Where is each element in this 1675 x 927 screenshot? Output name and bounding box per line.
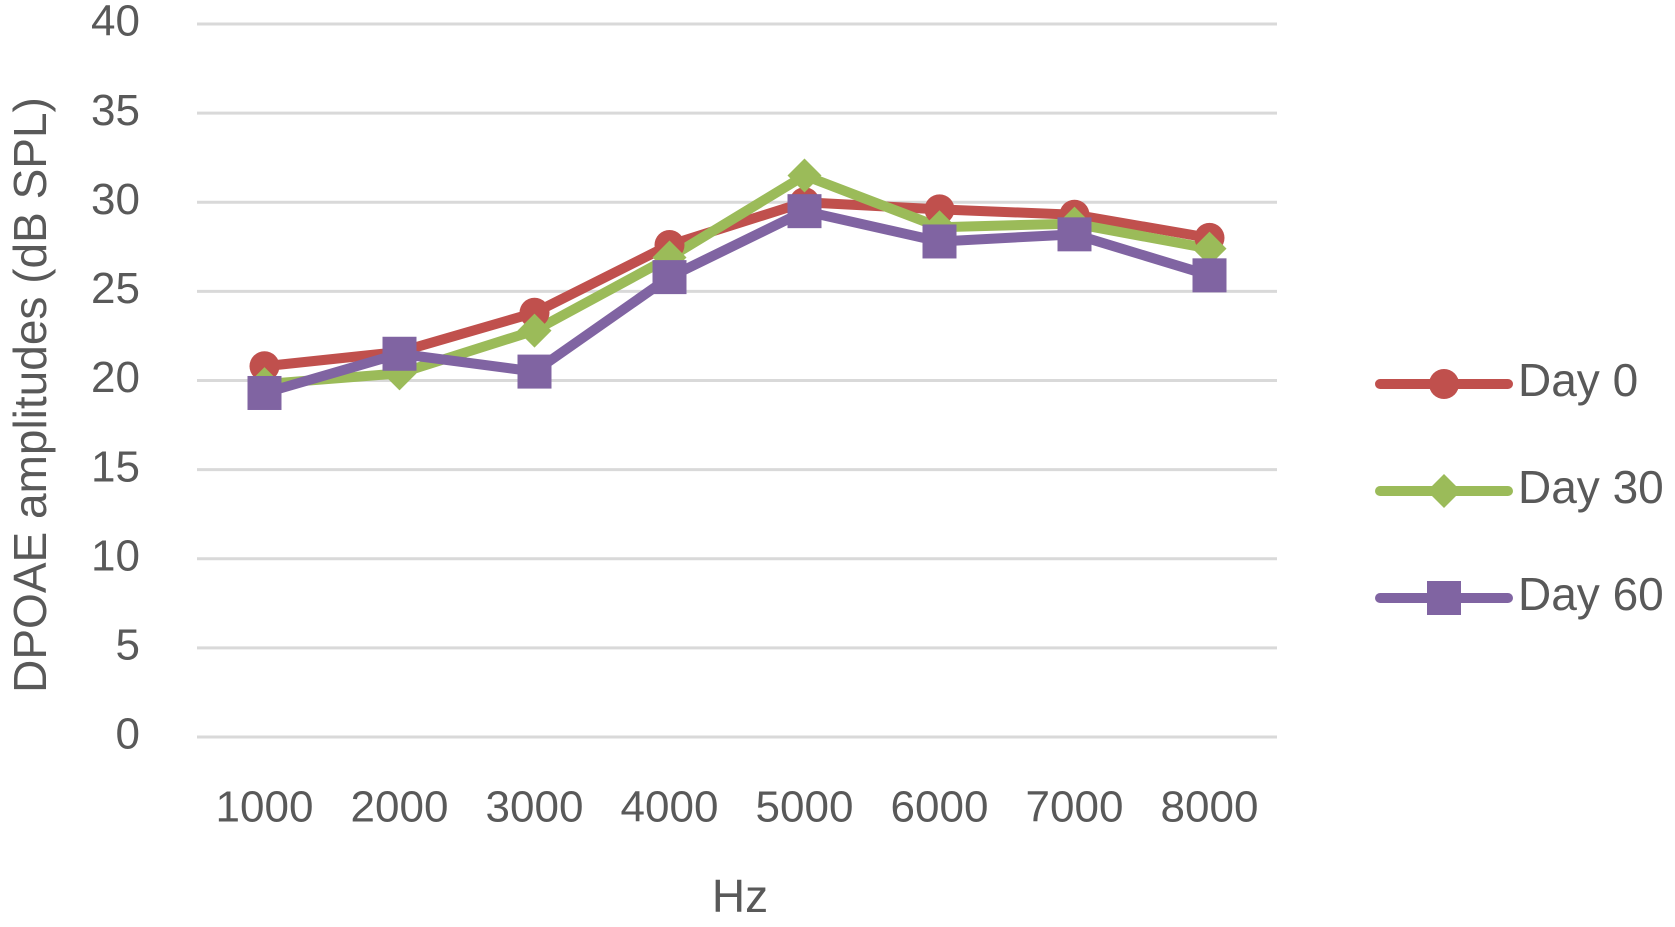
- series-line-day-60: [259, 206, 1215, 398]
- data-point: [1192, 258, 1227, 293]
- legend-item: Day 60: [1375, 568, 1664, 620]
- x-tick-label: 5000: [756, 783, 854, 832]
- legend-item: Day 30: [1375, 461, 1664, 513]
- x-tick-label: 3000: [486, 783, 584, 832]
- x-axis-tick-labels: 1000 2000 3000 4000 5000 6000 7000 8000: [216, 783, 1259, 832]
- y-tick-label: 15: [91, 442, 140, 491]
- y-tick-label: 5: [116, 621, 140, 670]
- legend-marker: [1427, 474, 1461, 508]
- data-point: [517, 354, 552, 389]
- data-point: [922, 224, 957, 259]
- data-point: [787, 194, 822, 229]
- data-point: [1192, 231, 1227, 266]
- y-tick-label: 35: [91, 86, 140, 135]
- y-tick-label: 10: [91, 531, 140, 580]
- legend-label: Day 60: [1518, 568, 1664, 620]
- legend: Day 0 Day 30 Day 60: [1375, 354, 1664, 620]
- x-tick-label: 7000: [1026, 783, 1124, 832]
- y-tick-label: 30: [91, 175, 140, 224]
- data-point: [382, 336, 417, 371]
- series-line-day-30: [259, 170, 1215, 390]
- y-tick-label: 25: [91, 264, 140, 313]
- data-point: [652, 260, 687, 295]
- x-axis-title: Hz: [712, 870, 768, 922]
- x-tick-label: 4000: [621, 783, 719, 832]
- y-tick-label: 0: [116, 710, 140, 759]
- data-point: [517, 313, 552, 348]
- data-point: [787, 158, 822, 193]
- data-point: [249, 351, 280, 382]
- x-tick-label: 1000: [216, 783, 314, 832]
- data-point: [1057, 217, 1092, 252]
- y-tick-label: 40: [91, 0, 140, 46]
- y-tick-label: 20: [91, 353, 140, 402]
- legend-marker: [1427, 581, 1461, 615]
- gridlines: [197, 22, 1277, 739]
- x-tick-label: 8000: [1161, 783, 1259, 832]
- data-point: [924, 194, 955, 225]
- x-tick-label: 6000: [891, 783, 989, 832]
- legend-item: Day 0: [1375, 354, 1638, 406]
- legend-marker: [1429, 369, 1459, 399]
- series-lines: [259, 170, 1215, 398]
- legend-label: Day 0: [1518, 354, 1638, 406]
- y-axis-title: DPOAE amplitudes (dB SPL): [4, 97, 56, 693]
- series-markers: [247, 158, 1227, 410]
- legend-label: Day 30: [1518, 461, 1664, 513]
- y-axis-tick-labels: 0 5 10 15 20 25 30 35 40: [91, 0, 140, 759]
- x-tick-label: 2000: [351, 783, 449, 832]
- series-line-day-0: [259, 197, 1215, 372]
- data-point: [519, 297, 550, 328]
- data-point: [247, 375, 282, 410]
